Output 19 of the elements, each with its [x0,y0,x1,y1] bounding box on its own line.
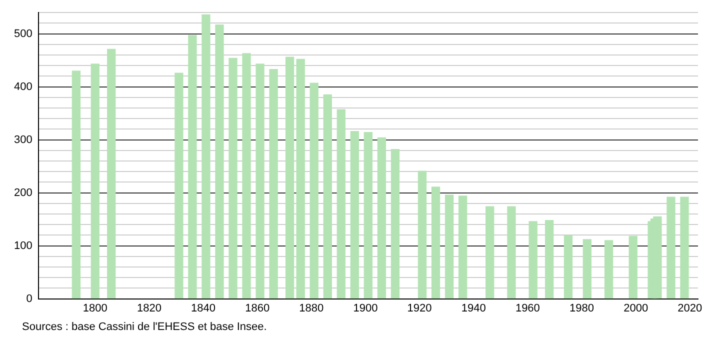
x-tick-label: 1860 [245,302,270,314]
y-tick-label: 300 [14,134,32,146]
y-tick-label: 400 [14,80,32,93]
source-note: Sources : base Cassini de l'EHESS et base Insee. [22,321,267,333]
x-tick-label: 2000 [624,302,648,314]
x-tick-label: 1820 [136,302,162,314]
y-tick-label: 500 [14,28,32,40]
y-tick-label: 0 [26,292,32,305]
y-tick-label: 100 [14,240,32,252]
y-tick-label: 200 [14,186,32,199]
x-tick-label: 1900 [353,302,378,314]
x-tick-label: 1980 [570,302,594,314]
x-tick-label: 1880 [299,302,324,314]
x-tick-label: 1960 [515,302,540,314]
x-tick-label: 1800 [82,302,108,314]
x-tick-label: 2020 [678,302,702,314]
x-tick-label: 1940 [461,302,486,314]
x-tick-label: 1920 [407,302,432,314]
x-tick-label: 1840 [191,302,216,314]
